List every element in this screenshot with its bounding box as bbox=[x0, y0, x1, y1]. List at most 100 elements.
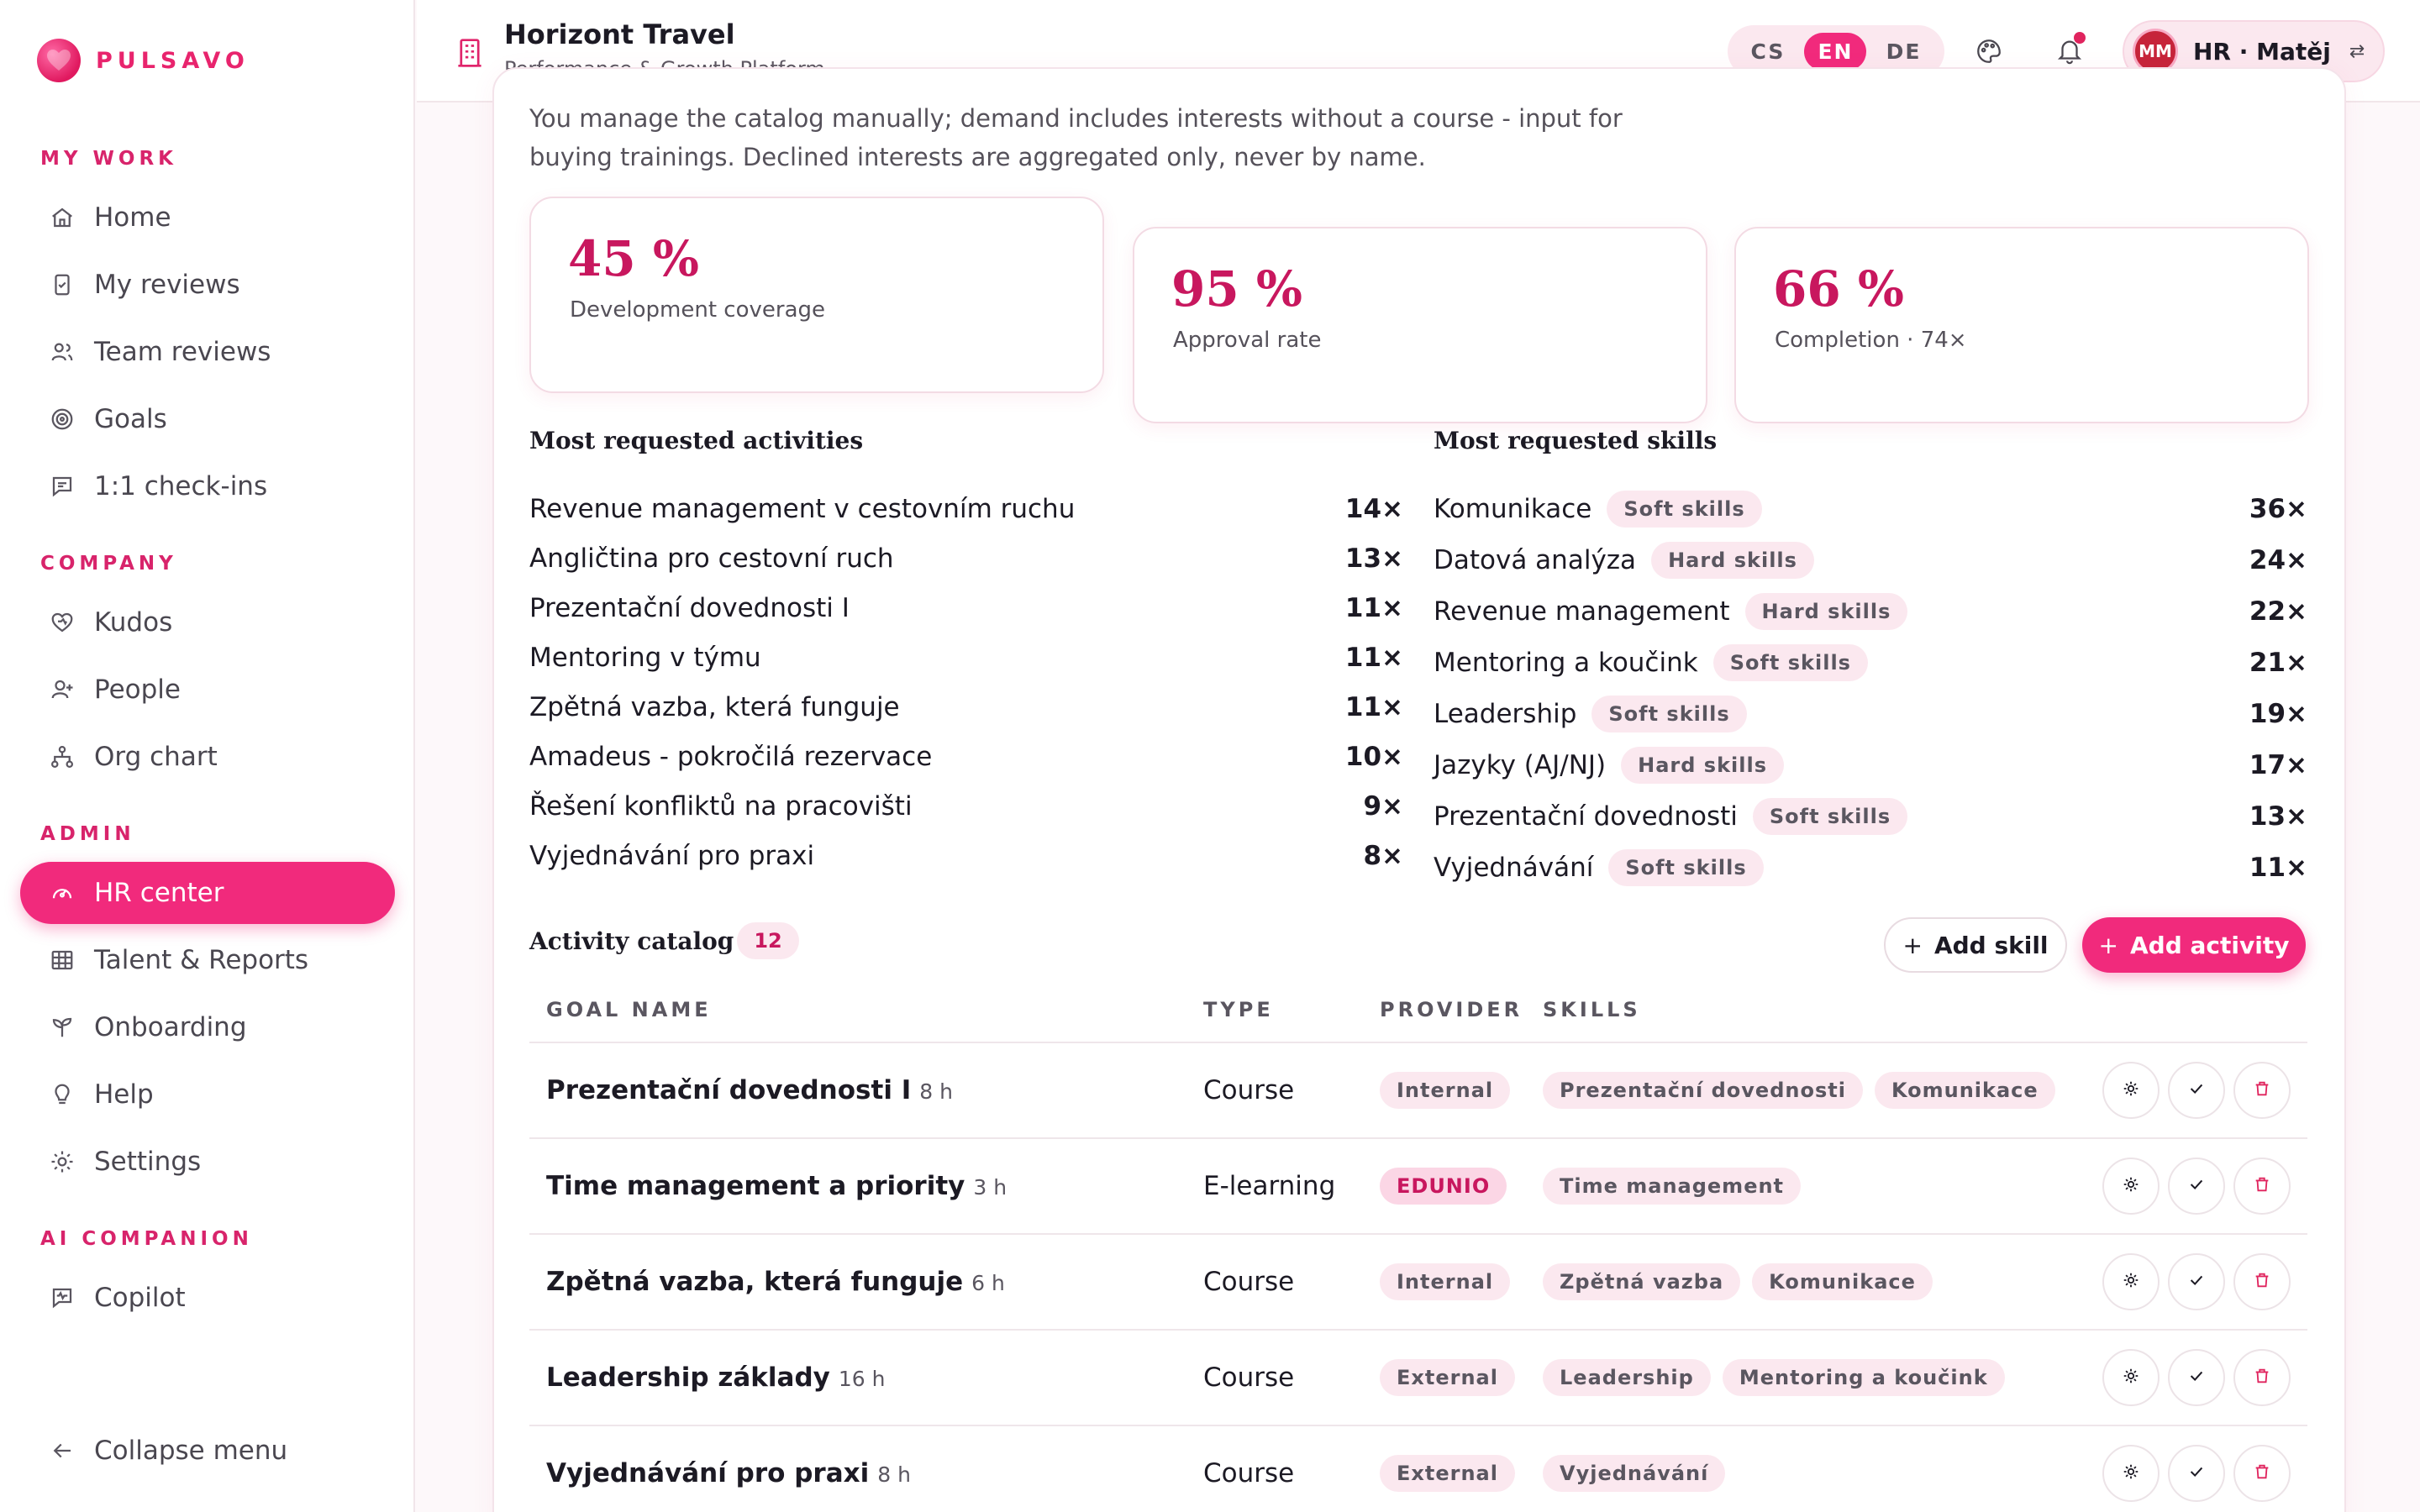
sidebar-item-home[interactable]: Home bbox=[20, 186, 395, 249]
sidebar-item-onboarding[interactable]: Onboarding bbox=[20, 996, 395, 1058]
trash-icon bbox=[2253, 1079, 2271, 1101]
sidebar-item-talent-reports[interactable]: Talent & Reports bbox=[20, 929, 395, 991]
row-actions bbox=[2094, 1062, 2291, 1119]
provider-tag: Internal bbox=[1380, 1072, 1511, 1109]
activity-name: Revenue management v cestovním ruchu bbox=[529, 494, 1076, 524]
notification-dot bbox=[2074, 32, 2086, 44]
edit-skills-button[interactable] bbox=[2102, 1445, 2160, 1502]
skill-row: Revenue management Hard skills 22× bbox=[1434, 586, 2307, 637]
trash-icon bbox=[2253, 1462, 2271, 1484]
activity-type: E-learning bbox=[1203, 1171, 1336, 1201]
approve-button[interactable] bbox=[2168, 1253, 2225, 1310]
column-goal-name[interactable]: GOAL NAME bbox=[546, 998, 712, 1021]
sidebar-item-help[interactable]: Help bbox=[20, 1063, 395, 1126]
check-icon bbox=[2187, 1175, 2206, 1197]
activity-name: Angličtina pro cestovní ruch bbox=[529, 543, 894, 574]
catalog-count-badge: 12 bbox=[737, 922, 799, 959]
approve-button[interactable] bbox=[2168, 1349, 2225, 1406]
delete-button[interactable] bbox=[2233, 1445, 2291, 1502]
trash-icon bbox=[2253, 1271, 2271, 1293]
sidebar-item-hr-center[interactable]: HR center bbox=[20, 862, 395, 924]
approve-button[interactable] bbox=[2168, 1062, 2225, 1119]
trash-icon bbox=[2253, 1367, 2271, 1389]
gear-icon bbox=[2122, 1271, 2140, 1293]
user-label: HR · Matěj bbox=[2193, 37, 2331, 66]
sidebar-item-goals[interactable]: Goals bbox=[20, 388, 395, 450]
notification-bell-icon[interactable] bbox=[2050, 32, 2089, 71]
skill-tag: Vyjednávání bbox=[1543, 1455, 1726, 1492]
activity-goal-name: Zpětná vazba, která funguje 6 h bbox=[546, 1267, 1005, 1297]
edit-skills-button[interactable] bbox=[2102, 1253, 2160, 1310]
activity-row: Prezentační dovednosti I 11× bbox=[529, 583, 1403, 633]
activity-name: Mentoring v týmu bbox=[529, 643, 761, 673]
gauge-icon bbox=[47, 878, 77, 908]
activity-provider: External bbox=[1380, 1455, 1527, 1492]
sidebar-item-my-reviews[interactable]: My reviews bbox=[20, 254, 395, 316]
sidebar-item-org-chart[interactable]: Org chart bbox=[20, 726, 395, 788]
activity-skills: Time management bbox=[1543, 1168, 1812, 1205]
stat-value: 95 % bbox=[1171, 260, 1303, 318]
skill-category-tag: Hard skills bbox=[1744, 593, 1908, 630]
column-skills[interactable]: SKILLS bbox=[1543, 998, 1641, 1021]
delete-button[interactable] bbox=[2233, 1253, 2291, 1310]
skill-category-tag: Soft skills bbox=[1712, 644, 1868, 681]
skill-row: Vyjednávání Soft skills 11× bbox=[1434, 843, 2307, 893]
provider-tag: EDUNIO bbox=[1380, 1168, 1507, 1205]
table-row[interactable]: Leadership základy 16 h Course External Lead… bbox=[529, 1329, 2307, 1425]
activity-name: Prezentační dovednosti I bbox=[529, 593, 850, 623]
lang-cs[interactable]: CS bbox=[1750, 39, 1786, 64]
edit-skills-button[interactable] bbox=[2102, 1349, 2160, 1406]
gear-icon bbox=[2122, 1367, 2140, 1389]
check-icon bbox=[2187, 1079, 2206, 1101]
activity-count: 11× bbox=[1344, 643, 1403, 673]
palette-icon[interactable] bbox=[1970, 32, 2008, 71]
delete-button[interactable] bbox=[2233, 1158, 2291, 1215]
skill-tag: Zpětná vazba bbox=[1543, 1263, 1741, 1300]
org-chart-icon bbox=[47, 742, 77, 772]
lang-en[interactable]: EN bbox=[1804, 32, 1867, 71]
delete-button[interactable] bbox=[2233, 1062, 2291, 1119]
sidebar-item-people[interactable]: People bbox=[20, 659, 395, 721]
activity-duration: 8 h bbox=[877, 1462, 911, 1487]
section-ai-companion: AI COMPANION bbox=[40, 1228, 253, 1250]
approve-button[interactable] bbox=[2168, 1158, 2225, 1215]
activities-title: Most requested activities bbox=[529, 427, 864, 454]
skill-category-tag: Soft skills bbox=[1607, 491, 1762, 528]
activity-name: Řešení konfliktů na pracovišti bbox=[529, 791, 913, 822]
sidebar-item-settings[interactable]: Settings bbox=[20, 1131, 395, 1193]
delete-button[interactable] bbox=[2233, 1349, 2291, 1406]
grid-icon bbox=[47, 945, 77, 975]
edit-skills-button[interactable] bbox=[2102, 1158, 2160, 1215]
stat-approval-rate: 95 % Approval rate bbox=[1133, 227, 1707, 423]
collapse-menu-button[interactable]: Collapse menu bbox=[20, 1420, 395, 1482]
check-icon bbox=[2187, 1271, 2206, 1293]
activity-count: 11× bbox=[1344, 593, 1403, 623]
section-admin: ADMIN bbox=[40, 823, 135, 845]
skill-category-tag: Soft skills bbox=[1591, 696, 1747, 732]
plus-icon: + bbox=[2098, 931, 2118, 959]
activity-skills: Leadership Mentoring a koučink bbox=[1543, 1359, 2017, 1396]
sidebar-item-team-reviews[interactable]: Team reviews bbox=[20, 321, 395, 383]
add-activity-button[interactable]: + Add activity bbox=[2082, 917, 2306, 973]
activity-goal-name: Time management a priority 3 h bbox=[546, 1171, 1007, 1201]
column-provider[interactable]: PROVIDER bbox=[1380, 998, 1523, 1021]
column-type[interactable]: TYPE bbox=[1203, 998, 1274, 1021]
sidebar-item-copilot[interactable]: Copilot bbox=[20, 1267, 395, 1329]
sprout-icon bbox=[47, 1012, 77, 1042]
home-icon bbox=[47, 202, 77, 233]
sidebar-item-kudos[interactable]: Kudos bbox=[20, 591, 395, 654]
brand[interactable]: PULSAVO bbox=[37, 39, 250, 82]
gear-icon bbox=[47, 1147, 77, 1177]
add-skill-button[interactable]: + Add skill bbox=[1884, 917, 2067, 973]
sidebar-item-check-ins[interactable]: 1:1 check-ins bbox=[20, 455, 395, 517]
check-icon bbox=[2187, 1367, 2206, 1389]
edit-skills-button[interactable] bbox=[2102, 1062, 2160, 1119]
lang-de[interactable]: DE bbox=[1886, 39, 1922, 64]
table-row[interactable]: Zpětná vazba, která funguje 6 h Course Inte… bbox=[529, 1233, 2307, 1329]
pulse-heart-logo-icon bbox=[37, 39, 81, 82]
table-row[interactable]: Vyjednávání pro praxi 8 h Course External Vy… bbox=[529, 1425, 2307, 1512]
arrow-left-icon bbox=[47, 1436, 77, 1466]
approve-button[interactable] bbox=[2168, 1445, 2225, 1502]
table-row[interactable]: Time management a priority 3 h E-learning E… bbox=[529, 1137, 2307, 1233]
